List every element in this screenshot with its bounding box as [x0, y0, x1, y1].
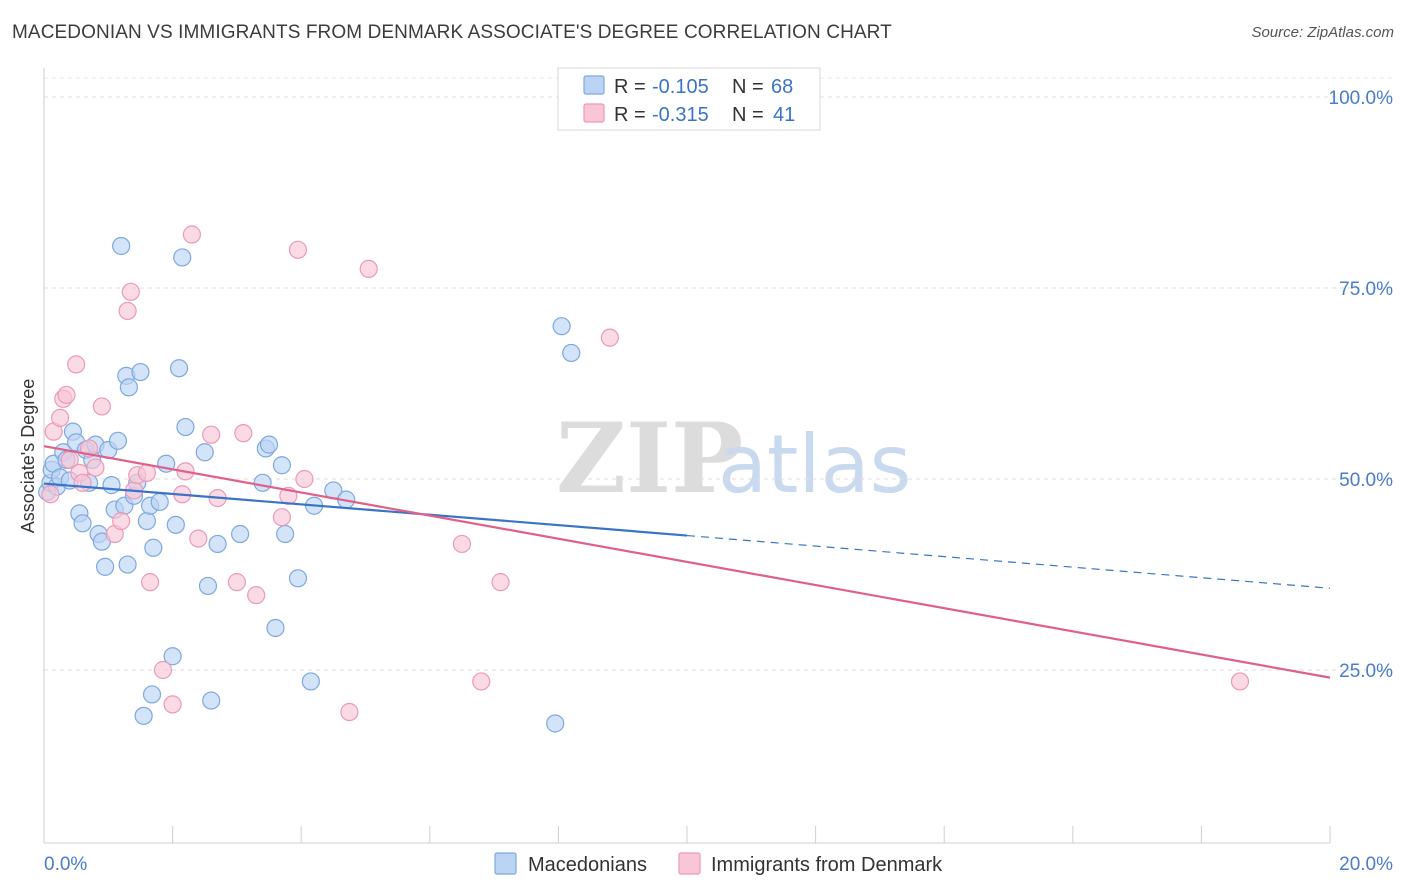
macedonian-point-19 [95, 557, 115, 576]
legend-r-value-1: -0.105 [652, 76, 709, 98]
macedonian-point-49 [253, 473, 272, 492]
legend-n-label-2: N = [732, 104, 764, 126]
macedonian-point-44 [195, 443, 214, 462]
y-tick-label-100: 100.0% [1329, 88, 1394, 109]
scatter-points [38, 225, 1250, 733]
legend-r-value-2: -0.315 [652, 104, 709, 126]
watermark-zip: ZIP [556, 402, 743, 515]
x-tick-label-max: 20.0% [1339, 854, 1393, 875]
y-tick-label-75: 75.0% [1339, 279, 1393, 300]
source-label: Source: ZipAtlas.com [1251, 24, 1394, 41]
macedonian-point-61 [552, 317, 571, 336]
denmark-point-26 [202, 425, 221, 444]
legend-n-label-1: N = [732, 76, 764, 98]
macedonian-point-47 [208, 534, 227, 554]
denmark-point-31 [272, 508, 292, 527]
x-tick-label-min: 0.0% [44, 854, 87, 875]
y-tick-label-50: 50.0% [1339, 470, 1393, 491]
macedonian-point-52 [266, 618, 285, 638]
denmark-point-41 [1230, 672, 1250, 691]
macedonian-point-24 [112, 236, 131, 256]
series-legend-label-denmark: Immigrants from Denmark [711, 854, 943, 876]
macedonian-point-46 [202, 691, 221, 710]
x-ticks [43, 826, 1331, 843]
y-axis-title: Associate's Degree [18, 379, 38, 534]
watermark-atlas: atlas [718, 418, 911, 511]
series-legend-swatch-denmark [678, 852, 701, 875]
denmark-point-25 [189, 529, 208, 548]
denmark-point-13 [112, 511, 131, 531]
denmark-point-2 [50, 408, 70, 427]
chart-title: MACEDONIAN VS IMMIGRANTS FROM DENMARK AS… [12, 22, 892, 43]
denmark-point-0 [41, 485, 60, 504]
macedonian-point-60 [546, 714, 565, 733]
macedonian-point-12 [73, 514, 92, 533]
denmark-point-35 [340, 702, 359, 722]
denmark-point-39 [491, 573, 510, 592]
macedonian-point-42 [173, 248, 192, 267]
denmark-point-40 [600, 328, 619, 347]
macedonian-point-23 [108, 431, 128, 450]
macedonian-point-37 [150, 492, 169, 512]
legend-n-value-1: 68 [771, 76, 793, 98]
denmark-point-33 [288, 240, 308, 259]
macedonian-point-45 [198, 576, 218, 596]
y-tick-labels: 25.0% 50.0% 75.0% 100.0% [1329, 88, 1394, 682]
denmark-point-29 [234, 424, 253, 443]
macedonian-point-33 [137, 511, 156, 531]
macedonian-point-48 [231, 524, 250, 544]
denmark-point-11 [92, 397, 111, 416]
macedonian-point-27 [118, 555, 137, 574]
series-legend-swatch-macedonians [494, 852, 517, 875]
denmark-point-20 [153, 660, 173, 680]
stats-legend: R = -0.105 N = 68 R = -0.315 N = 41 [557, 67, 821, 131]
macedonian-point-55 [288, 569, 308, 588]
macedonian-point-32 [134, 706, 153, 725]
macedonian-point-35 [142, 685, 162, 704]
denmark-point-10 [86, 458, 105, 477]
denmark-point-34 [295, 469, 314, 489]
denmark-point-15 [121, 282, 140, 301]
series-legend: Macedonians Immigrants from Denmark [494, 852, 943, 876]
denmark-point-37 [452, 534, 472, 554]
denmark-point-4 [57, 385, 76, 405]
denmark-trend-line [43, 445, 1331, 679]
denmark-point-38 [472, 672, 491, 691]
macedonian-point-36 [144, 538, 163, 557]
denmark-point-18 [137, 463, 156, 482]
denmark-point-19 [140, 573, 160, 592]
macedonian-point-28 [119, 378, 138, 397]
macedonian-trend-extension [686, 534, 1331, 589]
denmark-point-14 [118, 301, 137, 321]
macedonian-point-51 [259, 435, 279, 454]
y-tick-label-25: 25.0% [1339, 661, 1393, 682]
macedonian-point-53 [272, 456, 292, 475]
denmark-point-36 [359, 259, 378, 278]
denmark-point-8 [73, 473, 92, 492]
macedonian-point-56 [301, 672, 320, 691]
denmark-point-24 [182, 225, 201, 244]
denmark-point-6 [67, 355, 86, 374]
legend-swatch-macedonians [583, 75, 605, 95]
series-legend-label-macedonians: Macedonians [528, 854, 647, 876]
denmark-point-28 [227, 573, 246, 592]
macedonian-point-54 [276, 524, 295, 544]
macedonian-trend-line [43, 482, 688, 537]
macedonian-point-31 [131, 362, 150, 382]
denmark-point-30 [247, 586, 266, 605]
macedonian-point-21 [102, 476, 121, 495]
macedonian-point-41 [169, 359, 189, 378]
macedonian-point-43 [176, 417, 195, 437]
macedonian-point-39 [163, 647, 182, 666]
legend-swatch-denmark [583, 103, 605, 123]
legend-r-label-1: R = [614, 76, 646, 98]
grid-lines [44, 77, 1392, 671]
legend-r-label-2: R = [614, 104, 646, 126]
denmark-point-21 [163, 695, 182, 714]
macedonian-point-40 [166, 515, 185, 534]
trend-lines [43, 445, 1331, 679]
legend-n-value-2: 41 [773, 104, 795, 126]
macedonian-point-62 [562, 343, 581, 363]
